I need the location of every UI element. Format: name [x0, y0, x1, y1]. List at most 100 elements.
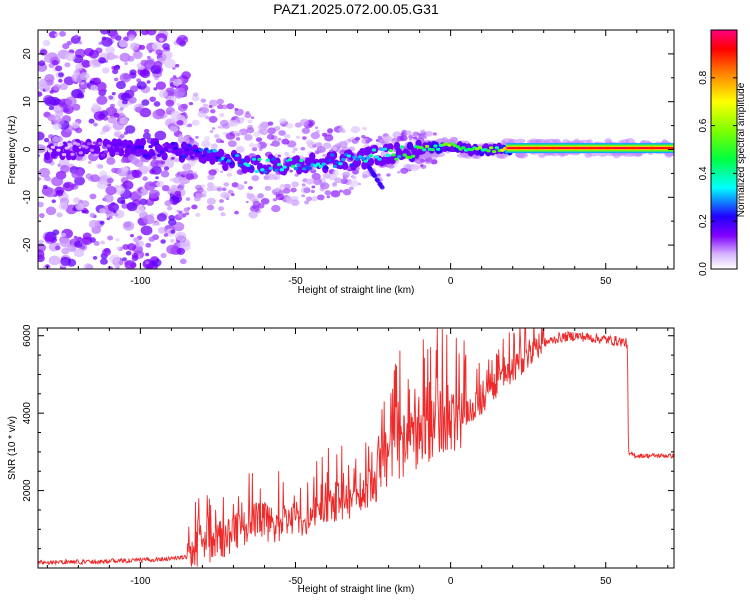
ridge-halo: [217, 148, 225, 158]
heatmap-blob: [220, 212, 226, 217]
heatmap-blob: [339, 189, 343, 193]
heatmap-blob: [93, 111, 106, 121]
heatmap-blob: [235, 137, 241, 141]
heatmap-blob: [75, 63, 84, 71]
heatmap-blob: [160, 239, 166, 244]
heatmap-blob: [122, 180, 134, 190]
heatmap-blob: [155, 81, 167, 90]
heatmap-blob: [130, 233, 134, 238]
heatmap-blob: [342, 188, 352, 196]
heatmap-blob: [243, 181, 248, 184]
heatmap-blob: [106, 52, 116, 61]
ridge-core: [148, 145, 153, 149]
ridge-halo: [309, 152, 316, 161]
y-tick-label: 20: [22, 48, 33, 60]
heatmap-blob: [191, 119, 200, 126]
heatmap-blob: [322, 154, 326, 157]
heatmap-blob: [144, 181, 156, 191]
heatmap-blob: [56, 242, 61, 247]
heatmap-blob: [405, 130, 412, 136]
heatmap-blob: [396, 170, 401, 174]
ridge-core: [296, 163, 301, 167]
heatmap-blob: [39, 49, 48, 56]
colorbar-tick-label: 0.0: [698, 262, 709, 276]
heatmap-blob: [177, 183, 185, 189]
heatmap-blob: [116, 246, 121, 250]
heatmap-blob: [219, 113, 225, 118]
heatmap-blob: [201, 184, 206, 188]
heatmap-blob: [277, 154, 281, 158]
heatmap-blob: [422, 135, 428, 140]
heatmap-blob: [100, 258, 108, 265]
heatmap-blob: [109, 254, 121, 264]
heatmap-blob: [44, 234, 54, 243]
heatmap-blob: [311, 196, 319, 202]
heatmap-blob: [145, 261, 150, 265]
heatmap-blob: [174, 63, 180, 68]
heatmap-blob: [430, 159, 438, 165]
heatmap-blob: [625, 138, 635, 145]
heatmap-blob: [219, 170, 224, 173]
heatmap-blob: [125, 125, 136, 134]
heatmap-blob: [257, 193, 264, 199]
heatmap-blob: [135, 106, 143, 113]
heatmap-blob: [43, 137, 50, 143]
ridge-core: [167, 148, 173, 152]
ridge-core: [349, 163, 354, 167]
heatmap-blob: [38, 144, 47, 154]
heatmap-blob: [432, 132, 437, 136]
heatmap-blob: [114, 77, 119, 82]
heatmap-blob: [302, 136, 307, 140]
heatmap-blob: [114, 212, 119, 217]
heatmap-blob: [202, 103, 209, 108]
heatmap-blob: [220, 140, 225, 144]
ridge-halo: [94, 145, 101, 155]
heatmap-blob: [310, 189, 315, 193]
heatmap-blob: [109, 31, 119, 39]
heatmap-blob: [351, 175, 357, 180]
heatmap-blob: [326, 195, 331, 199]
ridge-core: [262, 170, 268, 174]
heatmap-blob: [362, 126, 367, 131]
heatmap-blob: [305, 196, 313, 202]
ridge-core: [360, 156, 366, 160]
heatmap-blob: [235, 146, 245, 153]
heatmap-blob: [228, 122, 234, 127]
heatmap-blob: [289, 169, 294, 173]
heatmap-blob: [399, 135, 408, 142]
heatmap-blob: [155, 49, 163, 56]
heatmap-blob: [72, 183, 77, 188]
heatmap-blob: [301, 194, 306, 198]
ridge-core: [282, 165, 287, 169]
heatmap-blob: [191, 204, 198, 210]
heatmap-blob: [93, 240, 100, 246]
heatmap-blob: [176, 209, 181, 213]
heatmap-blob: [64, 96, 77, 107]
ridge-core: [355, 157, 360, 162]
ridge-core: [154, 141, 159, 146]
heatmap-blob: [38, 131, 45, 141]
heatmap-blob: [206, 197, 216, 205]
heatmap-blob: [81, 59, 91, 68]
heatmap-blob: [300, 147, 306, 151]
heatmap-blob: [51, 199, 56, 204]
heatmap-blob: [98, 165, 103, 169]
heatmap-blob: [181, 71, 191, 80]
heatmap-blob: [74, 240, 83, 248]
heatmap-blob: [221, 187, 227, 192]
heatmap-blob: [251, 175, 260, 182]
heatmap-blob: [182, 163, 192, 171]
heatmap-blob: [136, 81, 147, 90]
y-tick-label: -10: [22, 190, 33, 205]
heatmap-blob: [42, 39, 51, 47]
ridge-core: [271, 157, 276, 161]
heatmap-blob: [101, 125, 110, 133]
heatmap-blob: [96, 95, 108, 105]
bottom-x-axis-label: Height of straight line (km): [298, 584, 415, 595]
ridge-core: [385, 153, 391, 158]
ridge-core: [120, 145, 125, 149]
heatmap-blob: [64, 52, 76, 62]
heatmap-blob: [324, 190, 332, 196]
bottom-y-ticks: 2000 4000 6000: [22, 324, 674, 550]
heatmap-blob: [120, 158, 127, 164]
